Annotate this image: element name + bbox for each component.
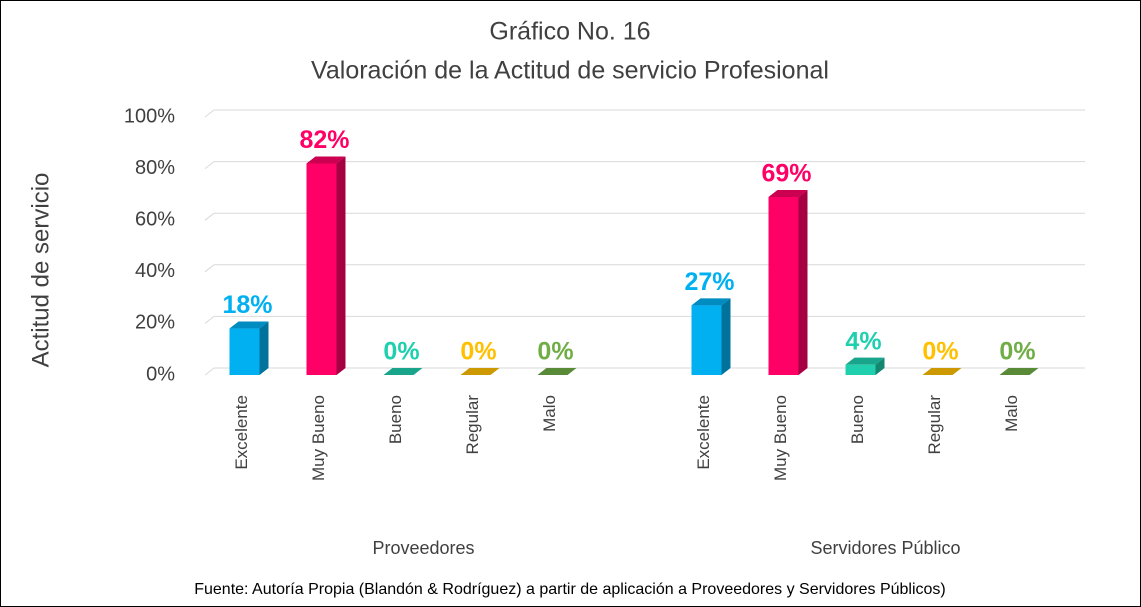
bar-side bbox=[721, 298, 731, 375]
bar-top bbox=[537, 368, 577, 375]
bar-side-shade bbox=[721, 298, 731, 375]
x-tick-label: Excelente bbox=[694, 395, 713, 470]
bar-side bbox=[259, 321, 269, 375]
y-tick-label: 80% bbox=[135, 157, 175, 179]
chart-title: Gráfico No. 16 bbox=[489, 18, 650, 46]
y-axis-label: Actitud de servicio bbox=[27, 173, 54, 368]
bar-top-shade bbox=[922, 368, 962, 375]
bar-side bbox=[336, 156, 346, 375]
bar-top bbox=[922, 368, 962, 375]
grid-line-depth bbox=[204, 316, 215, 324]
bar-side-shade bbox=[336, 156, 346, 375]
bar-side bbox=[875, 357, 885, 375]
y-tick-label: 0% bbox=[146, 363, 175, 385]
bar-top bbox=[306, 156, 346, 164]
value-label: 69% bbox=[761, 160, 811, 188]
bar-side-shade bbox=[875, 357, 885, 375]
grid-line-depth bbox=[204, 264, 215, 273]
x-tick-label: Muy Bueno bbox=[309, 395, 328, 481]
x-tick-label: Bueno bbox=[848, 395, 867, 444]
y-tick-label: 40% bbox=[135, 260, 175, 282]
value-label: 18% bbox=[222, 291, 272, 319]
value-label: 82% bbox=[299, 126, 349, 154]
bar-top bbox=[845, 357, 885, 365]
bar bbox=[691, 305, 722, 375]
y-tick-label: 20% bbox=[135, 312, 175, 334]
x-tick-label: Regular bbox=[463, 395, 482, 455]
value-label: 0% bbox=[999, 338, 1035, 366]
bar bbox=[229, 328, 260, 375]
x-tick-label: Excelente bbox=[232, 395, 251, 470]
value-label: 0% bbox=[383, 338, 419, 366]
bar bbox=[306, 163, 337, 375]
bar-top bbox=[691, 298, 731, 306]
value-label: 0% bbox=[922, 338, 958, 366]
value-label: 0% bbox=[460, 338, 496, 366]
bar-side-shade bbox=[259, 321, 269, 375]
bar-top-shade bbox=[537, 368, 577, 375]
bar-top bbox=[229, 321, 269, 329]
grid-line-depth bbox=[204, 212, 215, 221]
bar-top-shade bbox=[306, 156, 346, 164]
value-label: 27% bbox=[684, 268, 734, 296]
bar-top-shade bbox=[460, 368, 500, 375]
group-label: Proveedores bbox=[372, 538, 474, 558]
value-label: 4% bbox=[845, 327, 881, 355]
bar-top bbox=[999, 368, 1039, 375]
y-tick-label: 60% bbox=[135, 208, 175, 230]
bar bbox=[845, 364, 876, 375]
value-label: 0% bbox=[537, 338, 573, 366]
bar bbox=[768, 196, 799, 375]
bar-side bbox=[798, 189, 808, 375]
bar-top bbox=[383, 368, 423, 375]
x-tick-label: Malo bbox=[1002, 395, 1021, 432]
bar-side-shade bbox=[798, 189, 808, 375]
group-label: Servidores Público bbox=[810, 538, 960, 558]
x-tick-label: Muy Bueno bbox=[771, 395, 790, 481]
bar-top-shade bbox=[383, 368, 423, 375]
x-tick-label: Regular bbox=[925, 395, 944, 455]
source-note: Fuente: Autoría Propia (Blandón & Rodríg… bbox=[194, 581, 946, 598]
bar-top-shade bbox=[691, 298, 731, 306]
bar-top-shade bbox=[845, 357, 885, 365]
grid-line-depth bbox=[204, 109, 215, 118]
bar-top bbox=[768, 189, 808, 197]
chart-subtitle: Valoración de la Actitud de servicio Pro… bbox=[311, 57, 829, 85]
x-tick-label: Bueno bbox=[386, 395, 405, 444]
y-tick-label: 100% bbox=[124, 105, 175, 127]
bar-top bbox=[460, 368, 500, 375]
bar-top-shade bbox=[768, 189, 808, 197]
grid-line-depth bbox=[204, 367, 215, 376]
x-tick-label: Malo bbox=[540, 395, 559, 432]
bar-top-shade bbox=[229, 321, 269, 329]
bar-top-shade bbox=[999, 368, 1039, 375]
grid-line-depth bbox=[204, 161, 215, 169]
